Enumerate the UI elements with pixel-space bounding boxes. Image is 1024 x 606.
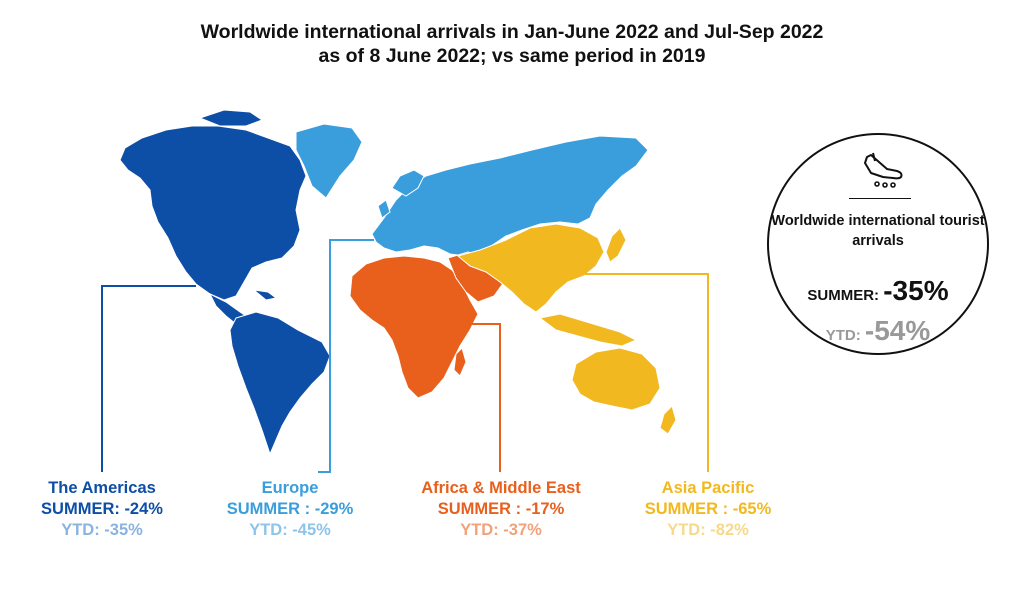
americas-ytd: YTD: -35% xyxy=(61,521,143,539)
japan-shape xyxy=(605,227,627,263)
caribbean-shape xyxy=(252,289,278,301)
greenland-shape xyxy=(295,123,363,199)
madagascar-shape xyxy=(453,347,467,377)
asia-label: Asia Pacific SUMMER : -65% YTD: -82% xyxy=(620,478,796,541)
southeast-asia-islands-shape xyxy=(538,313,638,347)
africa-ytd: YTD: -37% xyxy=(460,521,542,539)
new-zealand-shape xyxy=(659,405,677,435)
chart-title: Worldwide international arrivals in Jan-… xyxy=(0,20,1024,68)
americas-callout-line xyxy=(101,285,196,472)
worldwide-ytd-value: -54% xyxy=(864,315,931,346)
worldwide-ytd-label: YTD: xyxy=(825,327,865,344)
title-line-2: as of 8 June 2022; vs same period in 201… xyxy=(318,45,706,67)
americas-name: The Americas xyxy=(48,479,156,497)
asia-mainland-shape xyxy=(456,223,605,313)
arctic-islands-shape xyxy=(198,109,264,127)
africa-shape xyxy=(349,255,479,399)
europe-russia-shape xyxy=(371,135,649,257)
worldwide-summer: SUMMER: -35% xyxy=(769,275,987,307)
scandinavia-shape xyxy=(391,169,425,197)
americas-label: The Americas SUMMER: -24% YTD: -35% xyxy=(22,478,182,541)
worldwide-summary-badge: Worldwide international tourist arrivals… xyxy=(767,133,989,355)
asia-name: Asia Pacific xyxy=(661,479,755,497)
africa-name: Africa & Middle East xyxy=(421,479,581,497)
badge-divider xyxy=(849,198,911,199)
title-line-1: Worldwide international arrivals in Jan-… xyxy=(200,21,824,43)
europe-ytd: YTD: -45% xyxy=(249,521,331,539)
europe-summer: SUMMER : -29% xyxy=(226,500,354,518)
worldwide-label: Worldwide international tourist arrivals xyxy=(771,213,985,249)
worldwide-summer-label: SUMMER: xyxy=(807,287,884,304)
europe-label: Europe SUMMER : -29% YTD: -45% xyxy=(202,478,378,541)
africa-label: Africa & Middle East SUMMER : -17% YTD: … xyxy=(396,478,606,541)
south-america-shape xyxy=(229,311,331,456)
australia-shape xyxy=(571,347,661,411)
north-america-shape xyxy=(119,125,307,301)
airplane-landing-icon xyxy=(864,152,903,188)
worldwide-ytd: YTD: -54% xyxy=(769,315,987,347)
americas-region xyxy=(119,109,363,456)
africa-summer: SUMMER : -17% xyxy=(437,500,565,518)
worldwide-summer-value: -35% xyxy=(883,275,949,306)
europe-callout-line xyxy=(318,239,374,473)
europe-region xyxy=(371,135,649,257)
europe-name: Europe xyxy=(261,479,319,497)
asia-summer: SUMMER : -65% xyxy=(644,500,772,518)
uk-shape xyxy=(377,199,391,219)
africa-callout-line xyxy=(452,323,501,472)
asia-pacific-region xyxy=(456,223,677,435)
americas-summer: SUMMER: -24% xyxy=(41,500,163,518)
asia-ytd: YTD: -82% xyxy=(667,521,749,539)
asia-callout-line xyxy=(584,273,709,472)
